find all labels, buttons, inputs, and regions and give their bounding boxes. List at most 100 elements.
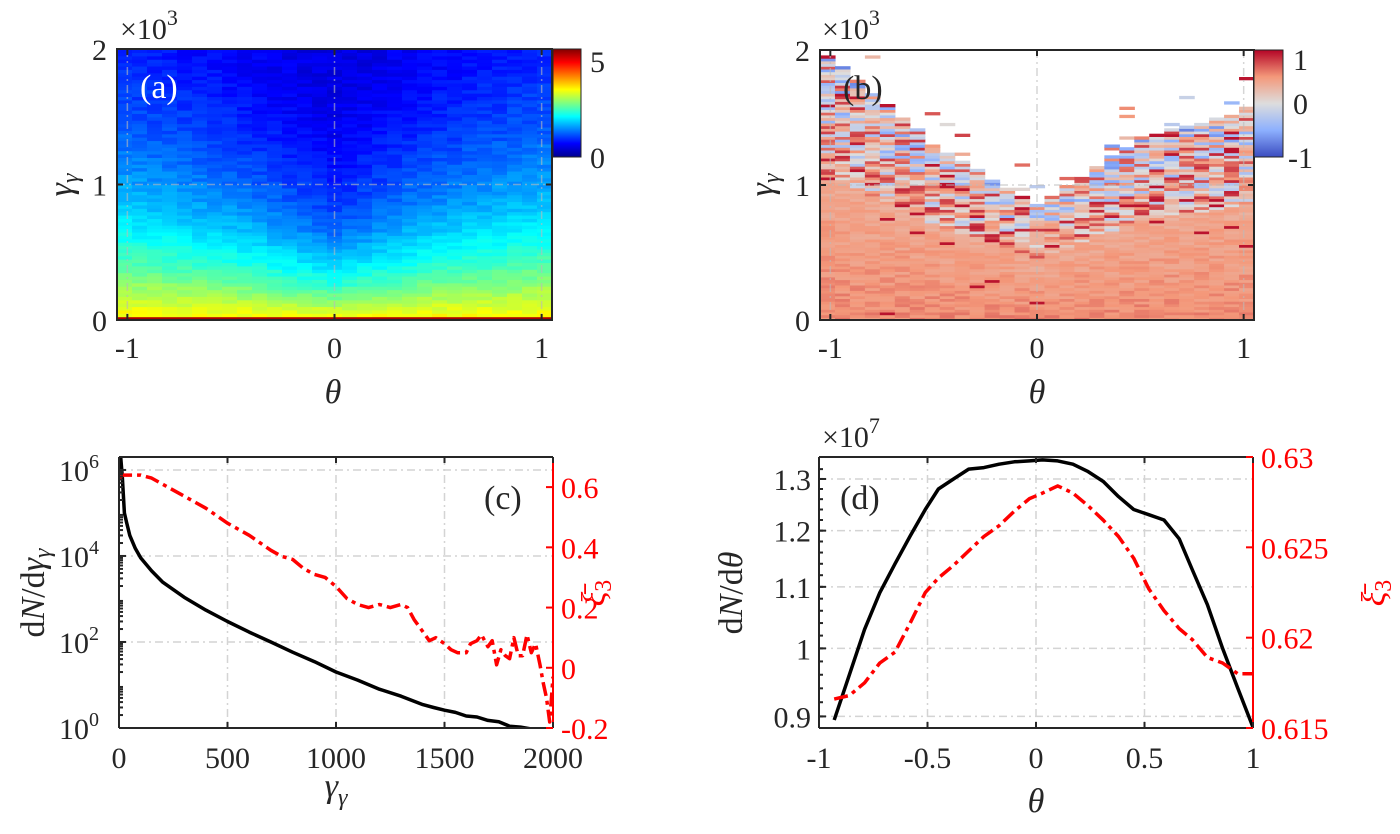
heatmap-cell xyxy=(372,160,388,165)
heatmap-cell xyxy=(312,157,328,162)
heatmap-cell xyxy=(1209,152,1225,156)
heatmap-cell xyxy=(417,296,433,301)
heatmap-cell xyxy=(372,289,388,294)
heatmap-cell xyxy=(939,284,956,289)
heatmap-cell xyxy=(834,206,851,210)
panel-label-b: (b) xyxy=(843,70,883,107)
heatmap-cell xyxy=(1089,187,1105,191)
heatmap-cell xyxy=(342,231,358,236)
heatmap-cell xyxy=(1074,282,1090,286)
heatmap-cell xyxy=(1089,276,1105,281)
heatmap-cell xyxy=(282,265,298,270)
heatmap-cell xyxy=(1194,230,1210,235)
heatmap-cell xyxy=(954,279,971,283)
heatmap-cell xyxy=(252,225,268,230)
series-line-left xyxy=(119,457,540,728)
heatmap-cell xyxy=(1119,279,1135,283)
heatmap-cell xyxy=(357,170,373,175)
heatmap-cell xyxy=(894,187,911,191)
heatmap-cell xyxy=(834,187,851,191)
heatmap-cell xyxy=(312,69,328,74)
heatmap-cell xyxy=(1134,185,1150,189)
heatmap-cell xyxy=(432,126,448,131)
heatmap-cell xyxy=(984,263,1001,267)
colorbar-b-tick-min: -1 xyxy=(1288,142,1313,175)
heatmap-cell xyxy=(372,99,388,104)
heatmap-cell xyxy=(1104,276,1120,281)
heatmap-cell xyxy=(327,82,343,87)
heatmap-cell xyxy=(1194,144,1210,148)
heatmap-cell xyxy=(1209,133,1225,137)
heatmap-cell xyxy=(1119,155,1135,159)
heatmap-cell xyxy=(879,144,896,148)
heatmap-cell xyxy=(1149,298,1165,302)
heatmap-cell xyxy=(417,147,433,152)
heatmap-cell xyxy=(909,309,926,313)
heatmap-cell xyxy=(207,289,223,294)
heatmap-cell xyxy=(999,255,1016,259)
heatmap-cell xyxy=(999,317,1016,320)
heatmap-cell xyxy=(537,248,552,253)
heatmap-cell xyxy=(492,235,508,240)
heatmap-cell xyxy=(1179,247,1195,251)
heatmap-cell xyxy=(402,55,418,60)
heatmap-cell xyxy=(177,201,193,206)
heatmap-cell xyxy=(879,220,896,224)
heatmap-cell xyxy=(864,98,881,102)
heatmap-cell xyxy=(282,286,298,291)
heatmap-cell xyxy=(252,198,268,203)
heatmap-cell xyxy=(342,89,358,94)
y-exponent-d: ×107 xyxy=(822,413,880,454)
heatmap-cell xyxy=(357,79,373,84)
heatmap-cell xyxy=(372,130,388,135)
heatmap-cell xyxy=(147,140,163,145)
heatmap-cell xyxy=(999,190,1016,194)
heatmap-cell xyxy=(939,298,956,302)
heatmap-cell xyxy=(1104,195,1120,200)
heatmap-cell xyxy=(492,106,508,111)
heatmap-cell xyxy=(342,208,358,213)
heatmap-cell xyxy=(222,120,238,125)
heatmap-cell xyxy=(162,164,178,169)
heatmap-cell xyxy=(1074,249,1090,254)
heatmap-cell xyxy=(969,212,986,216)
heatmap-cell xyxy=(327,262,343,267)
heatmap-cell xyxy=(939,306,956,310)
heatmap-cell xyxy=(864,198,881,202)
heatmap-cell xyxy=(432,99,448,104)
heatmap-cell xyxy=(312,242,328,247)
heatmap-cell xyxy=(834,87,851,92)
heatmap-cell xyxy=(147,126,163,131)
heatmap-cell xyxy=(282,259,298,264)
heatmap-cell xyxy=(1089,217,1105,221)
heatmap-cell xyxy=(402,282,418,287)
heatmap-cell xyxy=(507,299,523,304)
heatmap-cell xyxy=(1119,276,1135,281)
heatmap-cell xyxy=(1209,174,1225,178)
heatmap-cell xyxy=(312,221,328,226)
heatmap-cell xyxy=(834,179,851,183)
heatmap-cell xyxy=(282,120,298,125)
heatmap-cell xyxy=(477,126,493,131)
heatmap-cell xyxy=(1179,206,1195,210)
heatmap-cell xyxy=(477,211,493,216)
heatmap-cell xyxy=(984,276,1001,281)
heatmap-cell xyxy=(834,68,851,73)
heatmap-cell xyxy=(447,79,463,84)
heatmap-cell xyxy=(1119,174,1135,178)
heatmap-cell xyxy=(537,296,552,301)
heatmap-cell xyxy=(849,95,866,100)
heatmap-cell xyxy=(357,262,373,267)
heatmap-cell xyxy=(1194,287,1210,291)
heatmap-cell xyxy=(1149,136,1165,140)
heatmap-cell xyxy=(342,157,358,162)
heatmap-cell xyxy=(507,191,523,196)
y-tick-label-right: 0.4 xyxy=(561,532,599,565)
heatmap-cell xyxy=(417,204,433,209)
heatmap-cell xyxy=(207,99,223,104)
heatmap-cell xyxy=(267,252,283,257)
heatmap-cell xyxy=(1209,236,1225,240)
heatmap-cell xyxy=(507,194,523,199)
heatmap-cell xyxy=(834,95,851,100)
